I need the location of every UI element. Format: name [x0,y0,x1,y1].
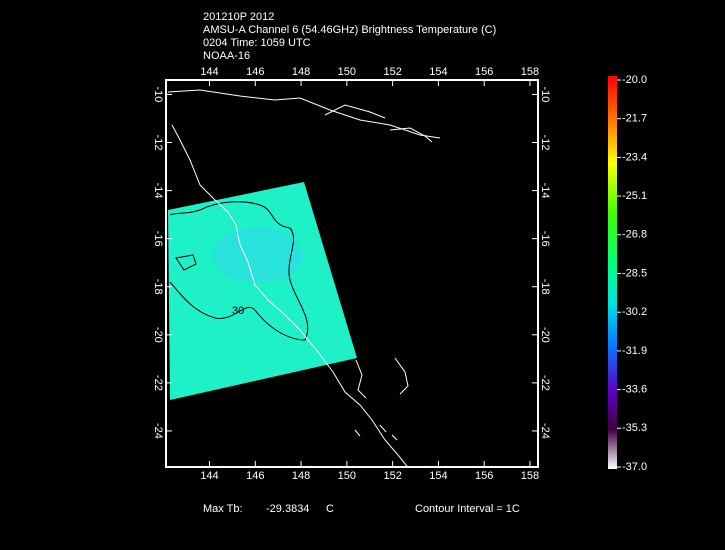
contour-label: 30 [232,305,244,317]
x-tick-label: 144 [200,66,218,78]
footer-max-label: Max Tb: [203,503,243,515]
x-tick-label: 144 [200,470,218,482]
y-tick-label: -16 [539,231,551,247]
footer-max-value: -29.3834 [266,503,309,515]
header-line: 201210P 2012 [203,11,274,23]
x-tick-label: 154 [429,470,447,482]
header-line: AMSU-A Channel 6 (54.46GHz) Brightness T… [203,24,496,36]
y-tick-label: -24 [539,423,551,439]
y-tick-label: -14 [152,183,164,199]
x-tick-label: 150 [338,470,356,482]
y-tick-label: -22 [539,375,551,391]
header-line: NOAA-16 [203,50,250,62]
x-tick-label: 156 [475,470,493,482]
x-tick-label: 156 [475,66,493,78]
map-frame [165,79,539,468]
x-tick-label: 154 [429,66,447,78]
swath-shade [213,227,303,283]
colorbar-label: -31.9 [622,345,647,357]
colorbar-label: -35.3 [622,422,647,434]
y-tick-label: -20 [152,327,164,343]
x-tick-label: 152 [383,470,401,482]
colorbar-label: -25.1 [622,190,647,202]
x-tick-label: 158 [521,66,539,78]
footer-contour-interval: Contour Interval = 1C [415,503,520,515]
contour [169,201,309,341]
y-tick-label: -10 [539,86,551,102]
colorbar-label: -30.2 [622,306,647,318]
colorbar-label: -20.0 [622,74,647,86]
x-tick-label: 146 [246,470,264,482]
y-tick-label: -12 [539,135,551,151]
y-tick-label: -22 [152,375,164,391]
y-tick-label: -12 [152,135,164,151]
x-tick-label: 158 [521,470,539,482]
x-tick-label: 146 [246,66,264,78]
y-tick-label: -20 [539,327,551,343]
colorbar-label: -26.8 [622,229,647,241]
header-line: 0204 Time: 1059 UTC [203,37,311,49]
y-tick-label: -18 [539,279,551,295]
y-tick-label: -18 [152,279,164,295]
y-tick-label: -10 [152,86,164,102]
colorbar-label: -21.7 [622,113,647,125]
y-tick-label: -16 [152,231,164,247]
x-tick-label: 150 [338,66,356,78]
x-tick-label: 148 [292,66,310,78]
colorbar-label: -23.4 [622,151,647,163]
colorbar [608,76,617,469]
x-tick-label: 152 [383,66,401,78]
colorbar-label: -37.0 [622,461,647,473]
coastline [167,89,441,467]
swath [168,182,357,400]
contour [175,254,197,271]
colorbar-label: -28.5 [622,267,647,279]
y-tick-label: -24 [152,423,164,439]
map-layer [167,89,441,467]
footer-max-unit: C [326,503,334,515]
y-tick-label: -14 [539,183,551,199]
x-tick-label: 148 [292,470,310,482]
colorbar-label: -33.6 [622,384,647,396]
